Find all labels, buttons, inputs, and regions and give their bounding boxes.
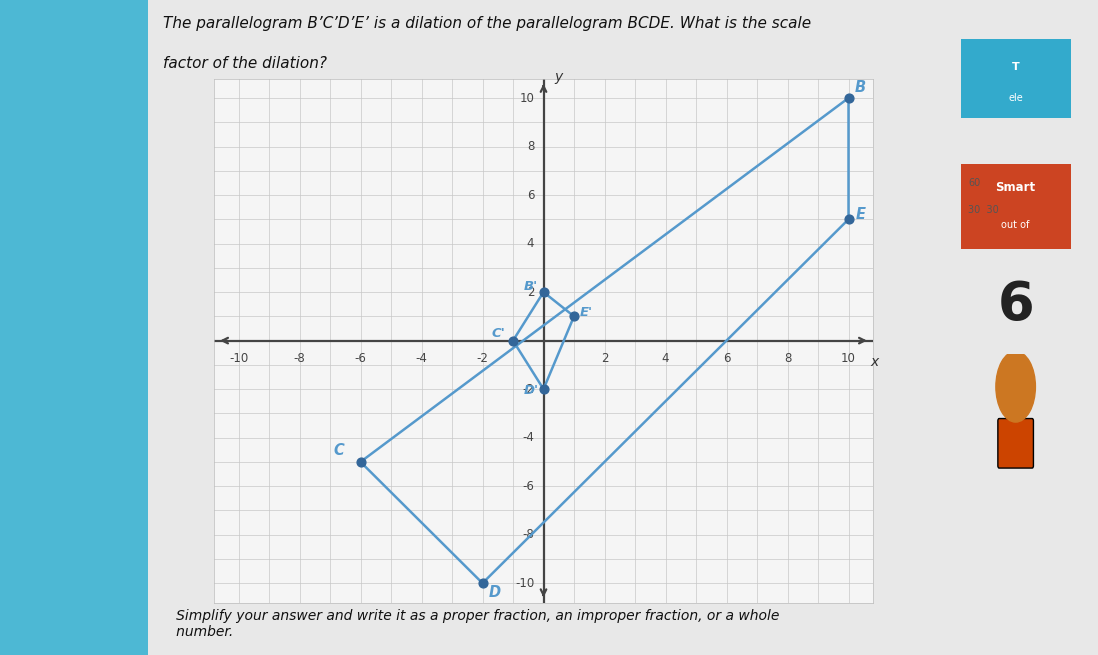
- Point: [351, 457, 369, 467]
- Text: 30  30: 30 30: [968, 204, 999, 215]
- Text: D': D': [524, 384, 539, 397]
- Text: -6: -6: [355, 352, 367, 365]
- Text: factor of the dilation?: factor of the dilation?: [163, 56, 326, 71]
- FancyBboxPatch shape: [998, 419, 1033, 468]
- Point: [535, 384, 552, 394]
- Text: D: D: [489, 584, 501, 599]
- Text: 6: 6: [997, 278, 1034, 331]
- Text: -4: -4: [415, 352, 427, 365]
- Text: 2: 2: [601, 352, 608, 365]
- Text: 6: 6: [527, 189, 535, 202]
- Text: -2: -2: [523, 383, 535, 396]
- Text: 6: 6: [722, 352, 730, 365]
- Text: 8: 8: [527, 140, 535, 153]
- Text: Smart: Smart: [996, 181, 1035, 194]
- Circle shape: [996, 351, 1035, 422]
- Text: 4: 4: [527, 237, 535, 250]
- Text: C: C: [333, 443, 344, 458]
- Text: 60: 60: [968, 178, 981, 189]
- Text: 10: 10: [519, 92, 535, 105]
- Text: 10: 10: [841, 352, 856, 365]
- Text: -2: -2: [477, 352, 489, 365]
- Point: [565, 311, 583, 322]
- Text: C': C': [492, 327, 505, 340]
- Text: 2: 2: [527, 286, 535, 299]
- Text: -8: -8: [293, 352, 305, 365]
- Text: T: T: [1011, 62, 1020, 72]
- Text: -6: -6: [523, 479, 535, 493]
- Text: y: y: [554, 70, 562, 84]
- Text: E': E': [580, 307, 593, 320]
- Text: B': B': [524, 280, 538, 293]
- Text: -8: -8: [523, 528, 535, 541]
- Point: [473, 578, 491, 588]
- Text: Simplify your answer and write it as a proper fraction, an improper fraction, or: Simplify your answer and write it as a p…: [163, 609, 778, 639]
- Text: x: x: [871, 355, 878, 369]
- Point: [535, 287, 552, 297]
- Point: [840, 214, 858, 225]
- Text: 4: 4: [662, 352, 670, 365]
- Text: -4: -4: [523, 431, 535, 444]
- Point: [840, 93, 858, 103]
- Text: The parallelogram B’C’D’E’ is a dilation of the parallelogram BCDE. What is the : The parallelogram B’C’D’E’ is a dilation…: [163, 16, 810, 31]
- Text: out of: out of: [1001, 220, 1030, 230]
- Text: B: B: [854, 80, 865, 95]
- Text: ele: ele: [1008, 93, 1023, 103]
- Text: -10: -10: [228, 352, 248, 365]
- Point: [504, 335, 522, 346]
- Text: E: E: [856, 207, 866, 222]
- Text: 8: 8: [784, 352, 792, 365]
- Text: -10: -10: [515, 576, 535, 590]
